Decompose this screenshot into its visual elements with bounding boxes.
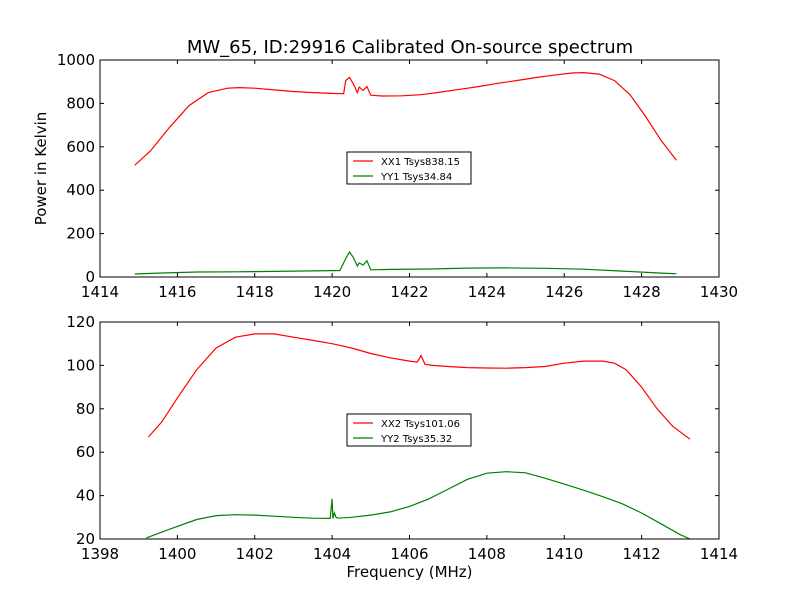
x-tick-label-1-1: 1400: [158, 545, 196, 563]
x-tick-label-0-5: 1424: [468, 283, 506, 301]
x-tick-label-0-2: 1418: [236, 283, 274, 301]
series-line-1-0: [147, 333, 691, 440]
figure-title: MW_65, ID:29916 Calibrated On-source spe…: [187, 37, 633, 58]
legend-box-0: [346, 151, 472, 185]
x-tick-label-1-3: 1404: [313, 545, 351, 563]
x-tick-label-1-7: 1412: [623, 545, 661, 563]
y-tick-label-1-3: 80: [76, 400, 95, 418]
y-tick-label-1-5: 120: [66, 313, 95, 331]
x-tick-label-0-0: 1414: [81, 283, 119, 301]
y-tick-label-0-0: 0: [85, 268, 95, 286]
legend-1: XX2 Tsys101.06 YY2 Tsys35.32: [346, 413, 472, 447]
y-tick-label-1-2: 60: [76, 443, 95, 461]
x-tick-label-1-4: 1406: [390, 545, 428, 563]
y-tick-label-1-0: 20: [76, 530, 95, 548]
y-tick-label-0-2: 400: [66, 181, 95, 199]
x-tick-label-1-2: 1402: [236, 545, 274, 563]
x-tick-label-0-4: 1422: [390, 283, 428, 301]
bottom-subplot: 1398 1400 1402 1404 1406 1408 1410 1412 1414 20 40…: [66, 313, 738, 581]
y-tick-label-0-3: 600: [66, 138, 95, 156]
x-tick-label-1-0: 1398: [81, 545, 119, 563]
x-tick-label-0-3: 1420: [313, 283, 351, 301]
x-tick-label-1-8: 1414: [700, 545, 738, 563]
series-line-0-1: [134, 250, 677, 275]
legend-label-0-0: XX1 Tsys838.15: [381, 157, 460, 168]
x-axis-label-1: Frequency (MHz): [346, 563, 472, 581]
y-axis-label-0: Power in Kelvin: [32, 112, 50, 226]
x-tick-label-0-6: 1426: [545, 283, 583, 301]
y-tick-label-1-4: 100: [66, 356, 95, 374]
x-tick-label-1-5: 1408: [468, 545, 506, 563]
x-tick-label-1-6: 1410: [545, 545, 583, 563]
legend-label-1-0: XX2 Tsys101.06: [381, 419, 460, 430]
legend-label-1-1: YY2 Tsys35.32: [380, 434, 452, 445]
legend-box-1: [346, 413, 472, 447]
y-tick-label-0-4: 800: [66, 94, 95, 112]
y-tick-label-1-1: 40: [76, 487, 95, 505]
y-tick-label-0-1: 200: [66, 225, 95, 243]
x-tick-label-0-7: 1428: [623, 283, 661, 301]
y-tick-label-0-5: 1000: [57, 51, 95, 69]
legend-label-0-1: YY1 Tsys34.84: [380, 172, 452, 183]
top-subplot: 1414 1416 1418 1420 1422 1424 1426 1428 1430 0 200…: [32, 51, 738, 301]
series-line-1-1: [146, 471, 691, 540]
legend-0: XX1 Tsys838.15 YY1 Tsys34.84: [346, 151, 472, 185]
x-tick-label-0-8: 1430: [700, 283, 738, 301]
series-line-0-0: [134, 71, 677, 166]
x-tick-label-0-1: 1416: [158, 283, 196, 301]
